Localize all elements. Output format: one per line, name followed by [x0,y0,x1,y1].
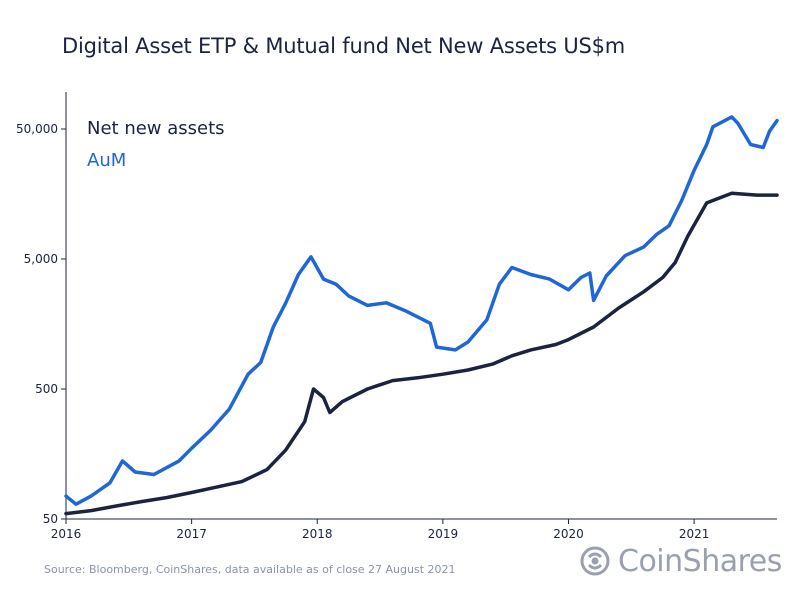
x-tick-label: 2017 [176,527,207,541]
series-line-aum [64,115,779,506]
x-tick-label: 2018 [302,527,333,541]
series-line-net-new-assets [64,191,779,516]
y-tick-label: 500 [35,382,58,396]
legend-item-aum: AuM [87,150,126,171]
chart-title: Digital Asset ETP & Mutual fund Net New … [62,34,626,58]
x-tick-label: 2016 [51,527,82,541]
y-tick-label: 50,000 [16,122,58,136]
x-tick-label: 2020 [553,527,584,541]
brand-logo: CoinShares [578,541,782,581]
y-tick-label: 5,000 [24,252,58,266]
brand-name: CoinShares [618,543,782,579]
x-tick-label: 2021 [679,527,710,541]
source-note: Source: Bloomberg, CoinShares, data avai… [44,563,456,576]
legend-item-net-new-assets: Net new assets [87,118,225,139]
x-tick-label: 2019 [428,527,459,541]
y-tick-label: 50 [43,512,58,526]
coinshares-logo-icon [580,546,610,576]
